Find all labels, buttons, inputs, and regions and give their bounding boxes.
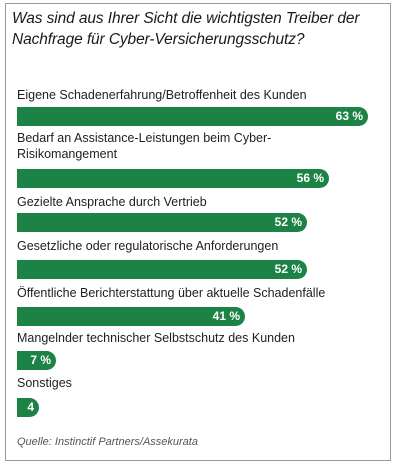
bar (17, 307, 245, 326)
source-note: Quelle: Instinctif Partners/Assekurata (17, 436, 198, 448)
data-label: 52 % (274, 262, 302, 276)
data-label: 52 % (274, 215, 302, 229)
bar (17, 398, 39, 417)
category-label: Öffentliche Berichterstattung über aktue… (17, 286, 326, 300)
data-label: 41 % (212, 309, 240, 323)
category-label: Sonstiges (17, 376, 72, 390)
bar (17, 260, 307, 279)
category-label: Bedarf an Assistance-Leistungen beim Cyb… (17, 131, 272, 161)
chart-frame (5, 3, 391, 461)
category-label: Gesetzliche oder regulatorische Anforder… (17, 239, 279, 253)
bar (17, 107, 368, 126)
bar (17, 169, 329, 188)
category-label: Gezielte Ansprache durch Vertrieb (17, 195, 207, 209)
data-label: 7 % (30, 353, 51, 367)
data-label: 63 % (335, 109, 363, 123)
category-label: Mangelnder technischer Selbstschutz des … (17, 331, 295, 345)
bar (17, 213, 307, 232)
data-label: 56 % (296, 171, 324, 185)
data-label: 4 % (23, 400, 34, 433)
bar (17, 351, 56, 370)
chart-title: Was sind aus Ihrer Sicht die wichtigsten… (12, 10, 360, 48)
category-label: Eigene Schadenerfahrung/Betroffenheit de… (17, 88, 307, 102)
